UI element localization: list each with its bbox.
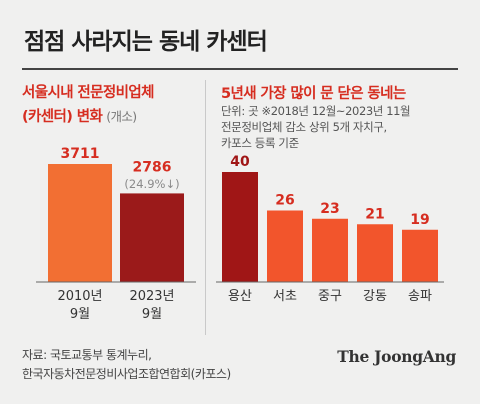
right-value-label: 23 (320, 201, 339, 217)
left-category-label: 9월 (70, 307, 90, 322)
right-category-label: 강동 (363, 289, 387, 304)
right-value-label: 19 (410, 212, 429, 228)
right-value-label: 40 (230, 154, 250, 170)
left-unit: (개소) (106, 109, 137, 124)
left-bar (120, 193, 184, 282)
right-bar (312, 218, 348, 282)
main-title: 점점 사라지는 동네 카센터 (24, 29, 268, 55)
right-subheading: 단위: 곳 ※2018년 12월~2023년 11월 전문정비업체 감소 상위 … (221, 103, 466, 151)
right-bar (357, 224, 393, 282)
right-category-label: 용산 (228, 289, 252, 304)
right-bar-chart: 40 용산 26 서초 23 중구 21 강동 19 송파 (216, 154, 444, 304)
left-heading: 서울시내 전문정비업체 (카센터) 변화 (개소) (22, 82, 207, 129)
right-bar (222, 172, 258, 282)
joongang-logo: The JoongAng (337, 347, 456, 366)
left-bar (48, 164, 112, 282)
right-sub-line1: 단위: 곳 ※2018년 12월~2023년 11월 (221, 104, 411, 118)
source-line2: 한국자동차전문정비사업조합연합회(카포스) (22, 367, 231, 381)
right-value-label: 26 (275, 193, 294, 209)
right-bar (267, 210, 303, 282)
right-category-label: 중구 (318, 289, 342, 304)
left-category-label: 2010년 (57, 289, 102, 304)
left-category-label: 9월 (142, 307, 162, 322)
left-heading-line2: (카센터) 변화 (22, 109, 103, 125)
source-line1: 자료: 국토교통부 통계누리, (22, 348, 152, 362)
title-divider (22, 68, 458, 70)
left-category-label: 2023년 (129, 289, 174, 304)
right-category-label: 서초 (273, 289, 297, 304)
right-sub-line2: 전문정비업체 감소 상위 5개 자치구, (221, 120, 387, 134)
right-heading: 5년새 가장 많이 문 닫은 동네는 (221, 82, 406, 103)
left-heading-line1: 서울시내 전문정비업체 (22, 85, 154, 101)
left-value-label: 2786 (133, 159, 172, 175)
right-heading-text: 5년새 가장 많이 문 닫은 동네는 (221, 86, 406, 102)
left-bar-chart: 3711 2010년 9월 2786 2023년 9월 (24.9%↓) (36, 146, 196, 322)
right-sub-line3: 카포스 등록 기준 (221, 136, 299, 150)
right-category-label: 송파 (408, 289, 432, 304)
right-value-label: 21 (365, 206, 384, 222)
right-bar (402, 229, 438, 282)
panel-divider (205, 80, 206, 335)
source-footer: 자료: 국토교통부 통계누리, 한국자동차전문정비사업조합연합회(카포스) (22, 346, 231, 384)
change-annotation: (24.9%↓) (124, 177, 179, 191)
left-value-label: 3711 (61, 146, 100, 162)
